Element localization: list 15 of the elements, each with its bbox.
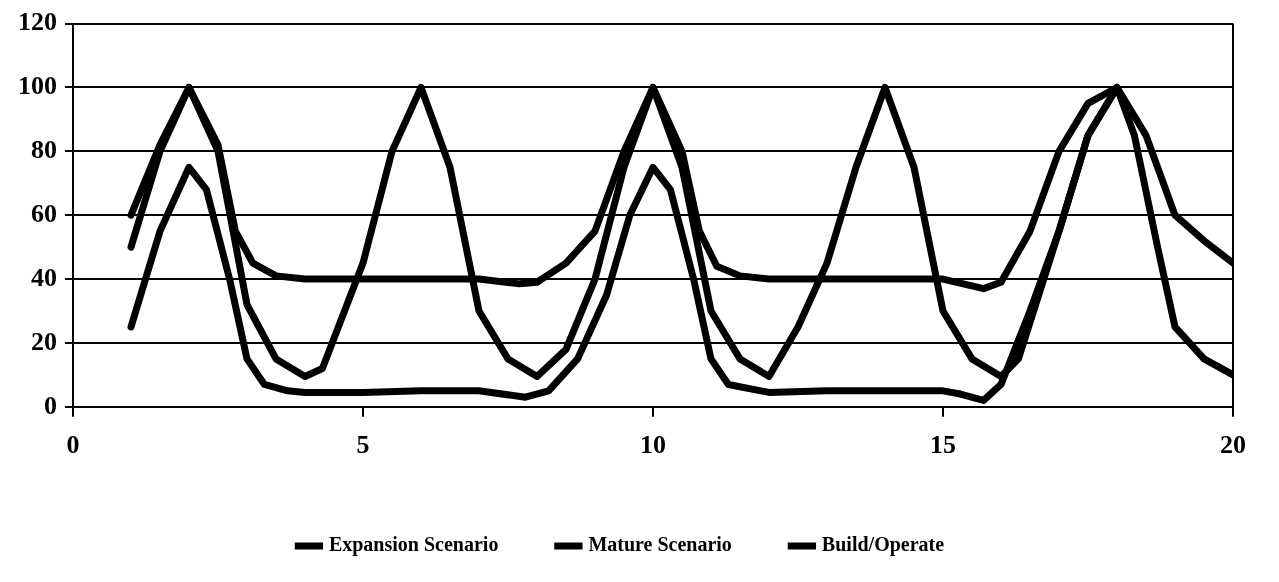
y-tick-label: 120 <box>18 7 57 37</box>
x-tick-label: 5 <box>356 430 370 460</box>
x-tick-label: 10 <box>640 430 666 460</box>
y-tick-label: 100 <box>18 71 57 101</box>
y-tick-label: 80 <box>31 135 57 165</box>
legend-label: Expansion Scenario <box>328 533 499 557</box>
y-tick-label: 0 <box>44 390 57 420</box>
legend-label: Mature Scenario <box>588 533 732 556</box>
legend-label: Build/Operate <box>821 533 945 557</box>
y-tick-label: 20 <box>31 326 57 356</box>
y-tick-label: 60 <box>31 198 57 228</box>
x-tick-label: 0 <box>66 430 80 460</box>
x-tick-label: 15 <box>930 430 956 460</box>
x-tick-label: 20 <box>1220 430 1246 460</box>
y-tick-label: 40 <box>31 262 57 292</box>
